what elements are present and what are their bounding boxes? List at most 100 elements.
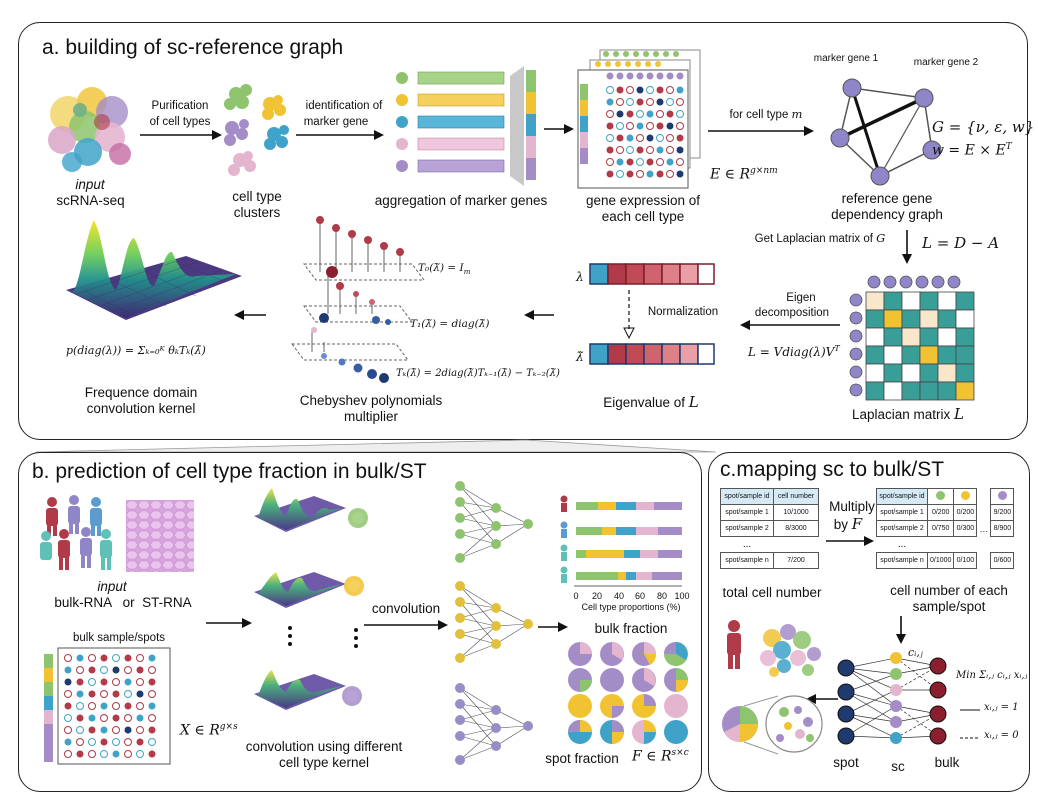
gene-expression-matrix — [577, 49, 701, 189]
t2-cell: 0/200 — [926, 504, 955, 521]
t2-cell: 8/900 — [990, 520, 1015, 537]
marker-gene-1-label: marker gene 1 — [813, 53, 879, 64]
t2-gap — [977, 505, 991, 521]
person-sc-cloud — [727, 620, 821, 677]
eigenvalue-bar — [589, 263, 715, 285]
marker-gene-bars — [396, 66, 536, 186]
t2-cell: ... — [897, 539, 907, 550]
l-formula: L = D − A — [922, 234, 1000, 252]
t1-cell: 10/1000 — [773, 504, 819, 521]
arrow-to-conv-kernels — [206, 618, 252, 628]
gene-expr-label-2: each cell type — [601, 209, 685, 224]
arrow-convolution — [364, 620, 448, 630]
t2-cell — [991, 537, 1014, 553]
neural-networks — [455, 481, 533, 765]
tick-0: 0 — [573, 591, 579, 601]
convolution-label: convolution — [371, 601, 441, 616]
laplacian-matrix-label: Laplacian matrix L — [851, 405, 965, 423]
t2-cell: 9/200 — [990, 504, 1015, 521]
solid-legend-line — [960, 709, 980, 711]
lambda-label: λ — [576, 270, 584, 284]
inputs-label: bulk-RNA or ST-RNA — [54, 595, 192, 610]
t1-header-id: spot/sample id — [720, 488, 774, 505]
mapping-bipartite-network — [837, 652, 947, 745]
arrow-purification — [140, 130, 222, 140]
t2-gap — [977, 553, 991, 569]
t2-cell: 0/1000 — [926, 552, 955, 569]
cell-type-kernels — [254, 488, 368, 710]
t2-cell: spot/sample 2 — [876, 520, 928, 537]
t2-gap: … — [979, 523, 989, 534]
identification-label-1: identification of — [305, 100, 383, 112]
multiply-label-2: by F — [833, 515, 863, 533]
purification-label-2: of cell types — [149, 116, 211, 128]
t1-cell: ... — [742, 539, 752, 550]
t1-header-count: cell number — [773, 488, 819, 505]
gene-expr-label-1: gene expression of — [585, 193, 701, 208]
clusters-label-2: clusters — [233, 205, 281, 220]
arrow-normalization — [623, 290, 635, 340]
eigen-label-2: decomposition — [754, 307, 830, 319]
t2-gap — [977, 537, 991, 553]
multiply-label-1: Multiply — [829, 499, 875, 514]
min-formula: Min Σᵢ,ⱼ cᵢ,ⱼ xᵢ,ⱼ — [956, 670, 1028, 681]
ref-graph-label-1: reference gene — [841, 191, 933, 206]
dashed-legend-line — [960, 737, 980, 739]
x-formula: X ∈ Rg×s — [180, 722, 238, 739]
arrow-to-spot — [806, 694, 838, 704]
t2-header-green — [926, 488, 955, 505]
x0-label: xᵢ,ⱼ = 0 — [984, 730, 1019, 741]
for-cell-type-label: for cell type m — [729, 107, 803, 121]
arrow-down-mapping — [896, 616, 906, 644]
panel-b-input-italic: input — [97, 579, 127, 594]
tk-formula: Tₖ(λ̃) = 2diag(λ̃)Tₖ₋₁(λ̃) − Tₖ₋₂(λ̃) — [396, 368, 560, 379]
panel-b-title: b. prediction of cell type fraction in b… — [32, 460, 427, 483]
chebyshev-planes — [291, 216, 425, 383]
t0-formula: T₀(λ̃) = Im — [418, 262, 471, 277]
tick-80: 80 — [656, 591, 667, 601]
eigen-label-1: Eigen — [786, 292, 816, 304]
spot-pie-zoom — [722, 695, 823, 755]
get-laplacian-label: Get Laplacian matrix of G — [754, 231, 886, 245]
panel-a-title: a. building of sc-reference graph — [42, 36, 344, 59]
axis-label: Cell type proportions (%) — [581, 602, 681, 612]
t2-cell — [954, 537, 977, 553]
chebyshev-label-2: multiplier — [343, 409, 398, 424]
freq-kernel-label-2: convolution kernel — [86, 401, 196, 416]
t2-cell: 0/750 — [926, 520, 955, 537]
st-tissue-tile — [126, 500, 194, 572]
t2-cell: spot/sample 1 — [876, 504, 928, 521]
reference-gene-graph — [830, 78, 942, 186]
eigenvalue-label: Eigenvalue of L — [603, 393, 699, 411]
t2-cell: 0/600 — [990, 552, 1015, 569]
f-formula: F ∈ Rs×c — [632, 748, 689, 765]
t2-cell: 0/200 — [953, 504, 978, 521]
arrow-to-kernel — [234, 310, 266, 320]
t1-cell: spot/sample n — [720, 552, 774, 569]
g-formula: G = {ν, ε, w} — [932, 118, 1035, 136]
t2-cell: spot/sample n — [876, 552, 928, 569]
t2-header-yellow — [953, 488, 978, 505]
bulk-sample-label: bulk sample/spots — [72, 632, 166, 644]
cell-type-clusters — [224, 84, 289, 176]
tick-60: 60 — [634, 591, 645, 601]
scrna-seq-label: scRNA-seq — [56, 193, 125, 208]
spot-fraction-label: spot fraction — [545, 751, 619, 766]
t2-header-purple — [990, 488, 1015, 505]
cell-number-each-label-1: cell number of each — [890, 583, 1008, 598]
e-formula: E ∈ Rg×nm — [710, 166, 778, 183]
panel-c-title: c.mapping sc to bulk/ST — [720, 458, 945, 481]
normalization-label: Normalization — [647, 306, 719, 318]
frequency-kernel-surface — [66, 220, 242, 320]
marker-gene-2-label: marker gene 2 — [913, 57, 979, 68]
cell-number-each-label-2: sample/spot — [912, 599, 986, 614]
arrow-eigen — [740, 320, 840, 330]
normalized-eigenvalue-bar — [589, 343, 715, 365]
spot-label: spot — [833, 755, 859, 770]
t1-cell — [774, 537, 819, 553]
c-ij-label: cᵢ,ⱼ — [908, 646, 923, 659]
sc-label: sc — [891, 759, 905, 774]
t1-cell: 7/200 — [773, 552, 819, 569]
lambda-tilde-label: λ̃ — [576, 350, 584, 364]
